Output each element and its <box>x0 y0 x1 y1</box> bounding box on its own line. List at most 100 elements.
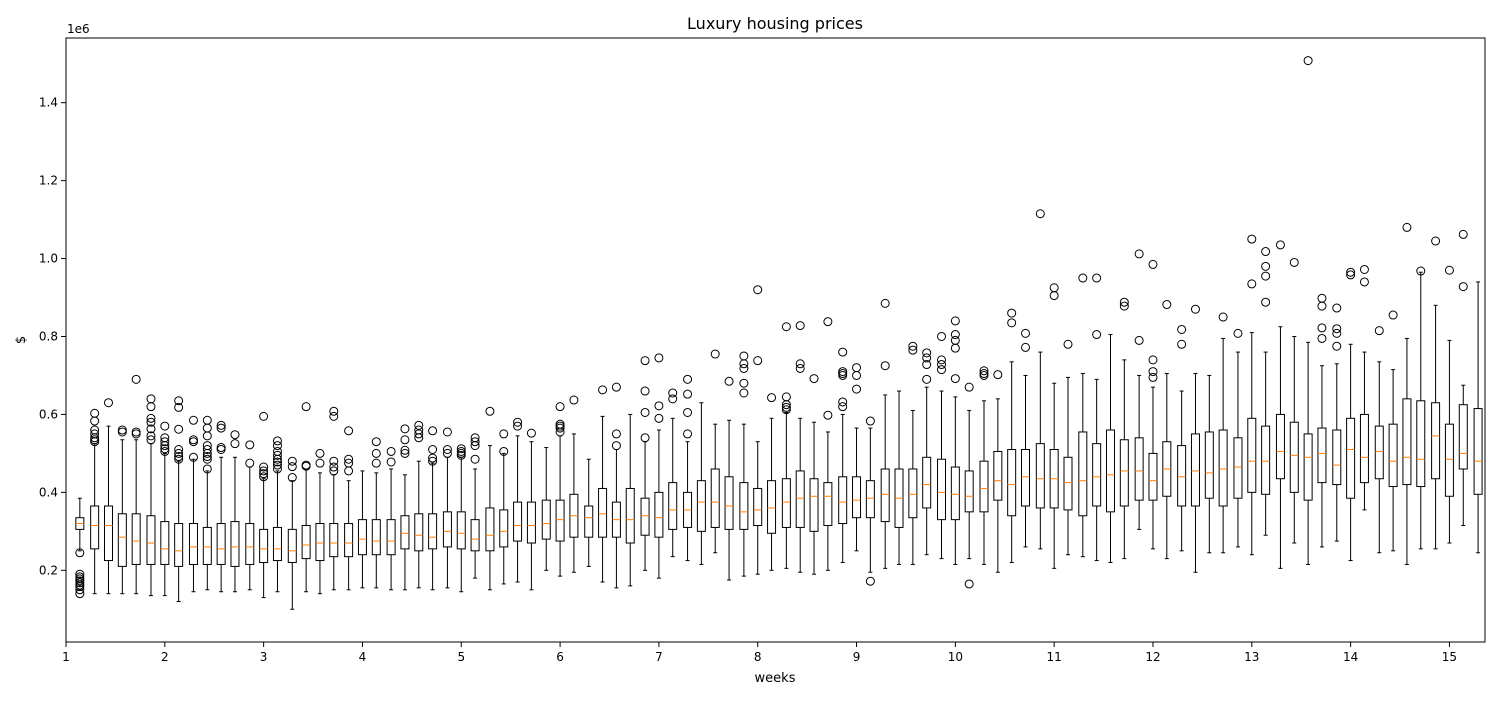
box-body <box>245 523 255 565</box>
box-item <box>950 316 960 565</box>
outlier-point <box>1359 277 1369 287</box>
outlier-point <box>513 417 523 427</box>
box-item <box>823 317 833 571</box>
outlier-point <box>1332 341 1342 351</box>
outlier-point <box>456 446 466 456</box>
outlier-point <box>400 424 410 434</box>
y-tick-label: 1.0 <box>39 252 58 266</box>
outlier-point <box>654 413 664 423</box>
outlier-point <box>1317 293 1327 303</box>
y-tick-label: 1.2 <box>39 174 58 188</box>
outlier-point <box>1332 324 1342 334</box>
box-item <box>1063 339 1073 556</box>
outlier-point <box>499 446 509 456</box>
outlier-point <box>683 374 693 384</box>
box-item <box>188 415 198 593</box>
box-body <box>640 497 650 536</box>
outlier-point <box>272 450 282 460</box>
outlier-point <box>174 448 184 458</box>
outlier-point <box>640 407 650 417</box>
box-body <box>964 470 974 513</box>
outlier-point <box>272 457 282 467</box>
outlier-point <box>611 429 621 439</box>
box-item <box>584 458 594 567</box>
box-item <box>1359 264 1369 511</box>
outlier-point <box>1007 308 1017 318</box>
outlier-point <box>1177 324 1187 334</box>
outlier-point <box>838 397 848 407</box>
outlier-point <box>499 429 509 439</box>
box-item <box>555 402 565 577</box>
box-body <box>400 515 410 550</box>
box-item <box>245 440 255 591</box>
box-item <box>668 388 678 558</box>
box-item <box>272 436 282 593</box>
outlier-point <box>202 415 212 425</box>
outlier-point <box>174 444 184 454</box>
outlier-point <box>1049 283 1059 293</box>
outlier-point <box>950 335 960 345</box>
box-item <box>485 406 495 591</box>
box-item <box>1388 310 1398 552</box>
box-item <box>513 417 523 583</box>
outlier-point <box>1374 326 1384 336</box>
outlier-point <box>781 402 791 412</box>
box-item <box>753 285 763 575</box>
outlier-point <box>117 427 127 437</box>
outlier-point <box>838 369 848 379</box>
box-item <box>371 437 381 589</box>
outlier-point <box>1388 310 1398 320</box>
outlier-point <box>272 436 282 446</box>
box-body <box>1431 402 1441 480</box>
outlier-point <box>202 444 212 454</box>
box-item <box>696 402 706 565</box>
box-item <box>1261 247 1271 536</box>
outlier-point <box>90 429 100 439</box>
box-item <box>470 433 480 579</box>
outlier-point <box>216 443 226 453</box>
outlier-point <box>908 341 918 351</box>
outlier-point <box>823 410 833 420</box>
box-body <box>1119 439 1129 507</box>
outlier-point <box>1247 279 1257 289</box>
outlier-point <box>344 426 354 436</box>
y-tick-label: 0.8 <box>39 329 58 343</box>
box-body <box>1063 456 1073 511</box>
y-tick-label: 0.4 <box>39 485 58 499</box>
box-body <box>767 480 777 534</box>
outlier-point <box>272 441 282 451</box>
outlier-point <box>838 402 848 412</box>
box-item <box>683 374 693 562</box>
box-body <box>1148 452 1158 501</box>
outlier-point <box>979 370 989 380</box>
x-tick-label: 11 <box>1047 650 1062 664</box>
outlier-point <box>329 466 339 476</box>
outlier-point <box>442 444 452 454</box>
outlier-point <box>1332 328 1342 338</box>
outlier-point <box>1063 339 1073 349</box>
box-body <box>470 519 480 552</box>
outlier-point <box>315 448 325 458</box>
box-body <box>979 460 989 513</box>
box-body <box>668 482 678 530</box>
outlier-point <box>937 360 947 370</box>
box-item <box>894 390 904 565</box>
outlier-point <box>753 356 763 366</box>
box-body <box>230 521 240 567</box>
box-body <box>1374 425 1384 480</box>
outlier-point <box>1035 209 1045 219</box>
box-body <box>1458 404 1468 470</box>
box-item <box>160 421 170 597</box>
outlier-point <box>301 402 311 412</box>
outlier-point <box>371 448 381 458</box>
box-body <box>1444 423 1454 497</box>
outlier-point <box>1444 265 1454 275</box>
outlier-point <box>272 446 282 456</box>
box-body <box>1275 413 1285 480</box>
x-tick-label: 8 <box>754 650 762 664</box>
x-tick-label: 5 <box>457 650 465 664</box>
box-item <box>1289 257 1299 544</box>
outlier-point <box>1261 247 1271 257</box>
outlier-point <box>1092 330 1102 340</box>
